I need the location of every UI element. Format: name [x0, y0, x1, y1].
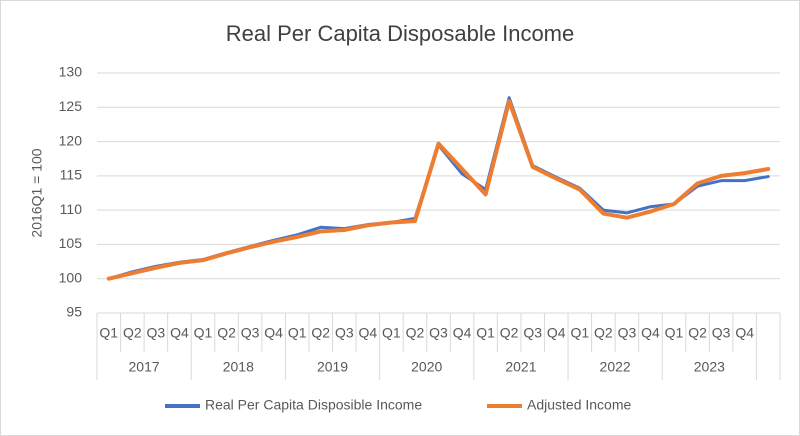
x-tick-label: Q1 — [476, 325, 495, 341]
x-tick-label: Q2 — [688, 325, 707, 341]
x-tick-label: Q4 — [641, 325, 660, 341]
x-tick-label: Q3 — [147, 325, 166, 341]
x-tick-label: Q4 — [359, 325, 378, 341]
x-tick-label: Q3 — [241, 325, 260, 341]
y-tick-label: 120 — [59, 132, 83, 148]
x-tick-label: Q2 — [594, 325, 613, 341]
x-tick-label: Q2 — [123, 325, 142, 341]
x-tick-label: Q1 — [665, 325, 684, 341]
x-tick-label: Q1 — [288, 325, 307, 341]
x-tick-label: Q3 — [335, 325, 354, 341]
x-tick-label: Q4 — [170, 325, 189, 341]
x-group-label: 2020 — [411, 359, 442, 375]
x-group-label: 2021 — [505, 359, 536, 375]
x-tick-label: Q3 — [523, 325, 542, 341]
x-tick-label: Q3 — [429, 325, 448, 341]
x-tick-label: Q4 — [735, 325, 754, 341]
y-axis-label: 2016Q1 = 100 — [29, 148, 45, 237]
x-tick-label: Q2 — [217, 325, 236, 341]
y-tick-label: 100 — [59, 269, 83, 285]
x-tick-label: Q1 — [382, 325, 401, 341]
y-tick-label: 115 — [60, 167, 83, 183]
x-tick-label: Q4 — [547, 325, 566, 341]
x-tick-label: Q2 — [406, 325, 425, 341]
x-tick-label: Q1 — [570, 325, 589, 341]
legend-label: Real Per Capita Disposible Income — [205, 397, 422, 413]
x-tick-label: Q4 — [264, 325, 283, 341]
y-tick-label: 110 — [60, 201, 83, 217]
x-group-label: 2023 — [694, 359, 725, 375]
x-tick-label: Q3 — [712, 325, 731, 341]
legend-label: Adjusted Income — [527, 397, 631, 413]
y-tick-label: 125 — [59, 98, 83, 114]
line-series — [106, 99, 771, 281]
x-tick-label: Q3 — [618, 325, 637, 341]
chart-title: Real Per Capita Disposable Income — [226, 21, 575, 46]
x-tick-label: Q4 — [453, 325, 472, 341]
x-group-label: 2017 — [129, 359, 160, 375]
x-tick-label: Q1 — [194, 325, 213, 341]
x-tick-label: Q1 — [99, 325, 118, 341]
x-group-label: 2019 — [317, 359, 348, 375]
y-tick-label: 95 — [66, 304, 82, 320]
x-tick-label: Q2 — [311, 325, 330, 341]
x-group-label: 2022 — [600, 359, 631, 375]
y-tick-label: 105 — [59, 235, 83, 251]
x-group-label: 2018 — [223, 359, 254, 375]
y-tick-label: 130 — [59, 64, 83, 80]
x-tick-label: Q2 — [500, 325, 519, 341]
